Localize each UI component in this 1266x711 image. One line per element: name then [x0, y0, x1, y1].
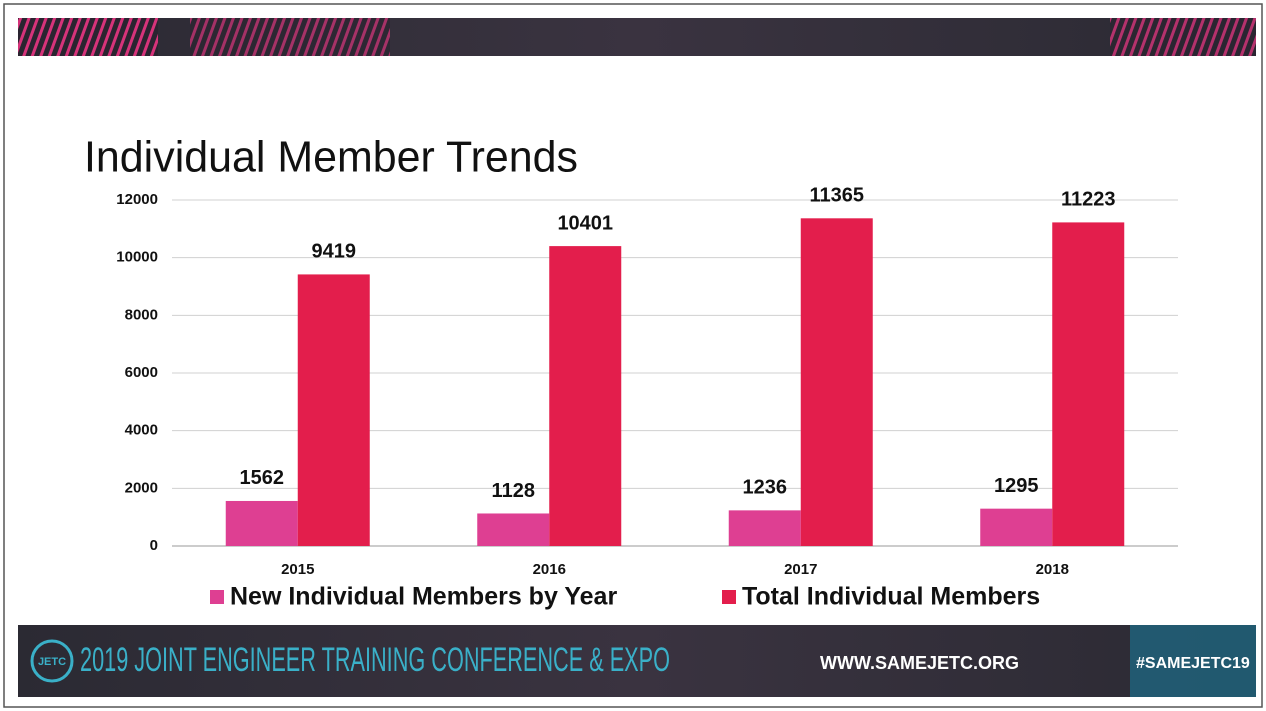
- legend-swatch: [722, 590, 736, 604]
- bar: [801, 218, 873, 546]
- legend-swatch: [210, 590, 224, 604]
- y-tick-label: 2000: [125, 479, 158, 496]
- y-tick-label: 0: [150, 537, 158, 554]
- y-tick-label: 4000: [125, 422, 158, 439]
- website: WWW.SAMEJETC.ORG: [820, 653, 1019, 673]
- value-label: 1562: [240, 467, 285, 489]
- bar: [549, 246, 621, 546]
- bar: [298, 274, 370, 546]
- value-label: 11365: [809, 185, 864, 207]
- y-tick-label: 6000: [125, 364, 158, 381]
- value-label: 1295: [994, 475, 1039, 497]
- hashtag: #SAMEJETC19: [1136, 655, 1250, 672]
- bar: [477, 513, 549, 546]
- banner-stripes: [18, 18, 158, 56]
- value-label: 9419: [312, 241, 357, 263]
- y-tick-label: 8000: [125, 306, 158, 323]
- x-tick-label: 2018: [1036, 561, 1069, 578]
- bar: [1052, 222, 1124, 546]
- logo: JETC: [38, 656, 66, 668]
- value-label: 1236: [743, 477, 788, 499]
- banner-stripes: [1110, 18, 1256, 56]
- bar: [729, 510, 801, 546]
- value-label: 1128: [492, 480, 535, 502]
- bar: [980, 509, 1052, 546]
- legend-label: Total Individual Members: [742, 583, 1040, 611]
- bar: [226, 501, 298, 546]
- value-label: 10401: [557, 212, 613, 234]
- x-tick-label: 2017: [784, 561, 817, 578]
- chart-title: Individual Member Trends: [84, 133, 578, 182]
- slide: JETC 2019 JOINT ENGINEER TRAINING CONFER…: [0, 0, 1266, 711]
- legend-label: New Individual Members by Year: [230, 583, 617, 611]
- x-tick-label: 2016: [533, 561, 566, 578]
- y-tick-label: 10000: [116, 249, 158, 266]
- x-tick-label: 2015: [281, 561, 314, 578]
- y-tick-label: 12000: [116, 191, 158, 208]
- banner-stripes: [190, 18, 390, 56]
- value-label: 11223: [1061, 189, 1116, 211]
- event-name: 2019 JOINT ENGINEER TRAINING CONFERENCE …: [80, 641, 670, 679]
